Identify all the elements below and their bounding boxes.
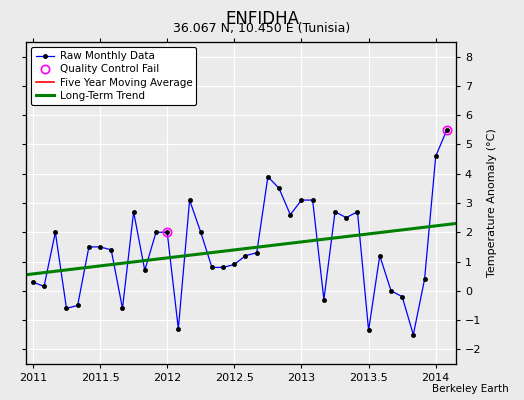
Raw Monthly Data (276, 186, 282, 191)
Raw Monthly Data (175, 326, 181, 331)
Quality Control Fail (444, 128, 450, 132)
Raw Monthly Data (399, 294, 405, 299)
Raw Monthly Data (321, 297, 327, 302)
Raw Monthly Data (242, 253, 248, 258)
Raw Monthly Data (287, 212, 293, 217)
Raw Monthly Data (63, 306, 70, 311)
Raw Monthly Data (298, 198, 304, 202)
Raw Monthly Data (97, 244, 103, 249)
Raw Monthly Data (141, 268, 148, 273)
Raw Monthly Data (310, 198, 316, 202)
Raw Monthly Data (444, 128, 450, 132)
Raw Monthly Data (130, 209, 137, 214)
Raw Monthly Data (220, 265, 226, 270)
Line: Raw Monthly Data: Raw Monthly Data (31, 128, 449, 337)
Raw Monthly Data (74, 303, 81, 308)
Raw Monthly Data (254, 250, 260, 255)
Legend: Raw Monthly Data, Quality Control Fail, Five Year Moving Average, Long-Term Tren: Raw Monthly Data, Quality Control Fail, … (31, 47, 196, 105)
Text: 36.067 N, 10.450 E (Tunisia): 36.067 N, 10.450 E (Tunisia) (173, 22, 351, 35)
Raw Monthly Data (365, 328, 372, 333)
Text: Berkeley Earth: Berkeley Earth (432, 384, 508, 394)
Raw Monthly Data (119, 306, 126, 311)
Raw Monthly Data (421, 277, 428, 282)
Raw Monthly Data (108, 248, 114, 252)
Raw Monthly Data (332, 209, 338, 214)
Raw Monthly Data (410, 332, 417, 337)
Raw Monthly Data (343, 215, 350, 220)
Line: Quality Control Fail: Quality Control Fail (163, 126, 451, 236)
Raw Monthly Data (377, 253, 383, 258)
Raw Monthly Data (30, 280, 36, 284)
Raw Monthly Data (52, 230, 59, 235)
Raw Monthly Data (388, 288, 394, 293)
Raw Monthly Data (198, 230, 204, 235)
Text: ENFIDHA: ENFIDHA (225, 10, 299, 28)
Raw Monthly Data (433, 154, 439, 158)
Raw Monthly Data (164, 230, 170, 235)
Quality Control Fail (164, 230, 170, 235)
Raw Monthly Data (153, 230, 159, 235)
Raw Monthly Data (209, 265, 215, 270)
Raw Monthly Data (231, 262, 237, 267)
Raw Monthly Data (354, 209, 361, 214)
Y-axis label: Temperature Anomaly (°C): Temperature Anomaly (°C) (487, 129, 497, 277)
Raw Monthly Data (187, 198, 193, 202)
Raw Monthly Data (265, 174, 271, 179)
Raw Monthly Data (41, 284, 47, 289)
Raw Monthly Data (86, 244, 92, 249)
